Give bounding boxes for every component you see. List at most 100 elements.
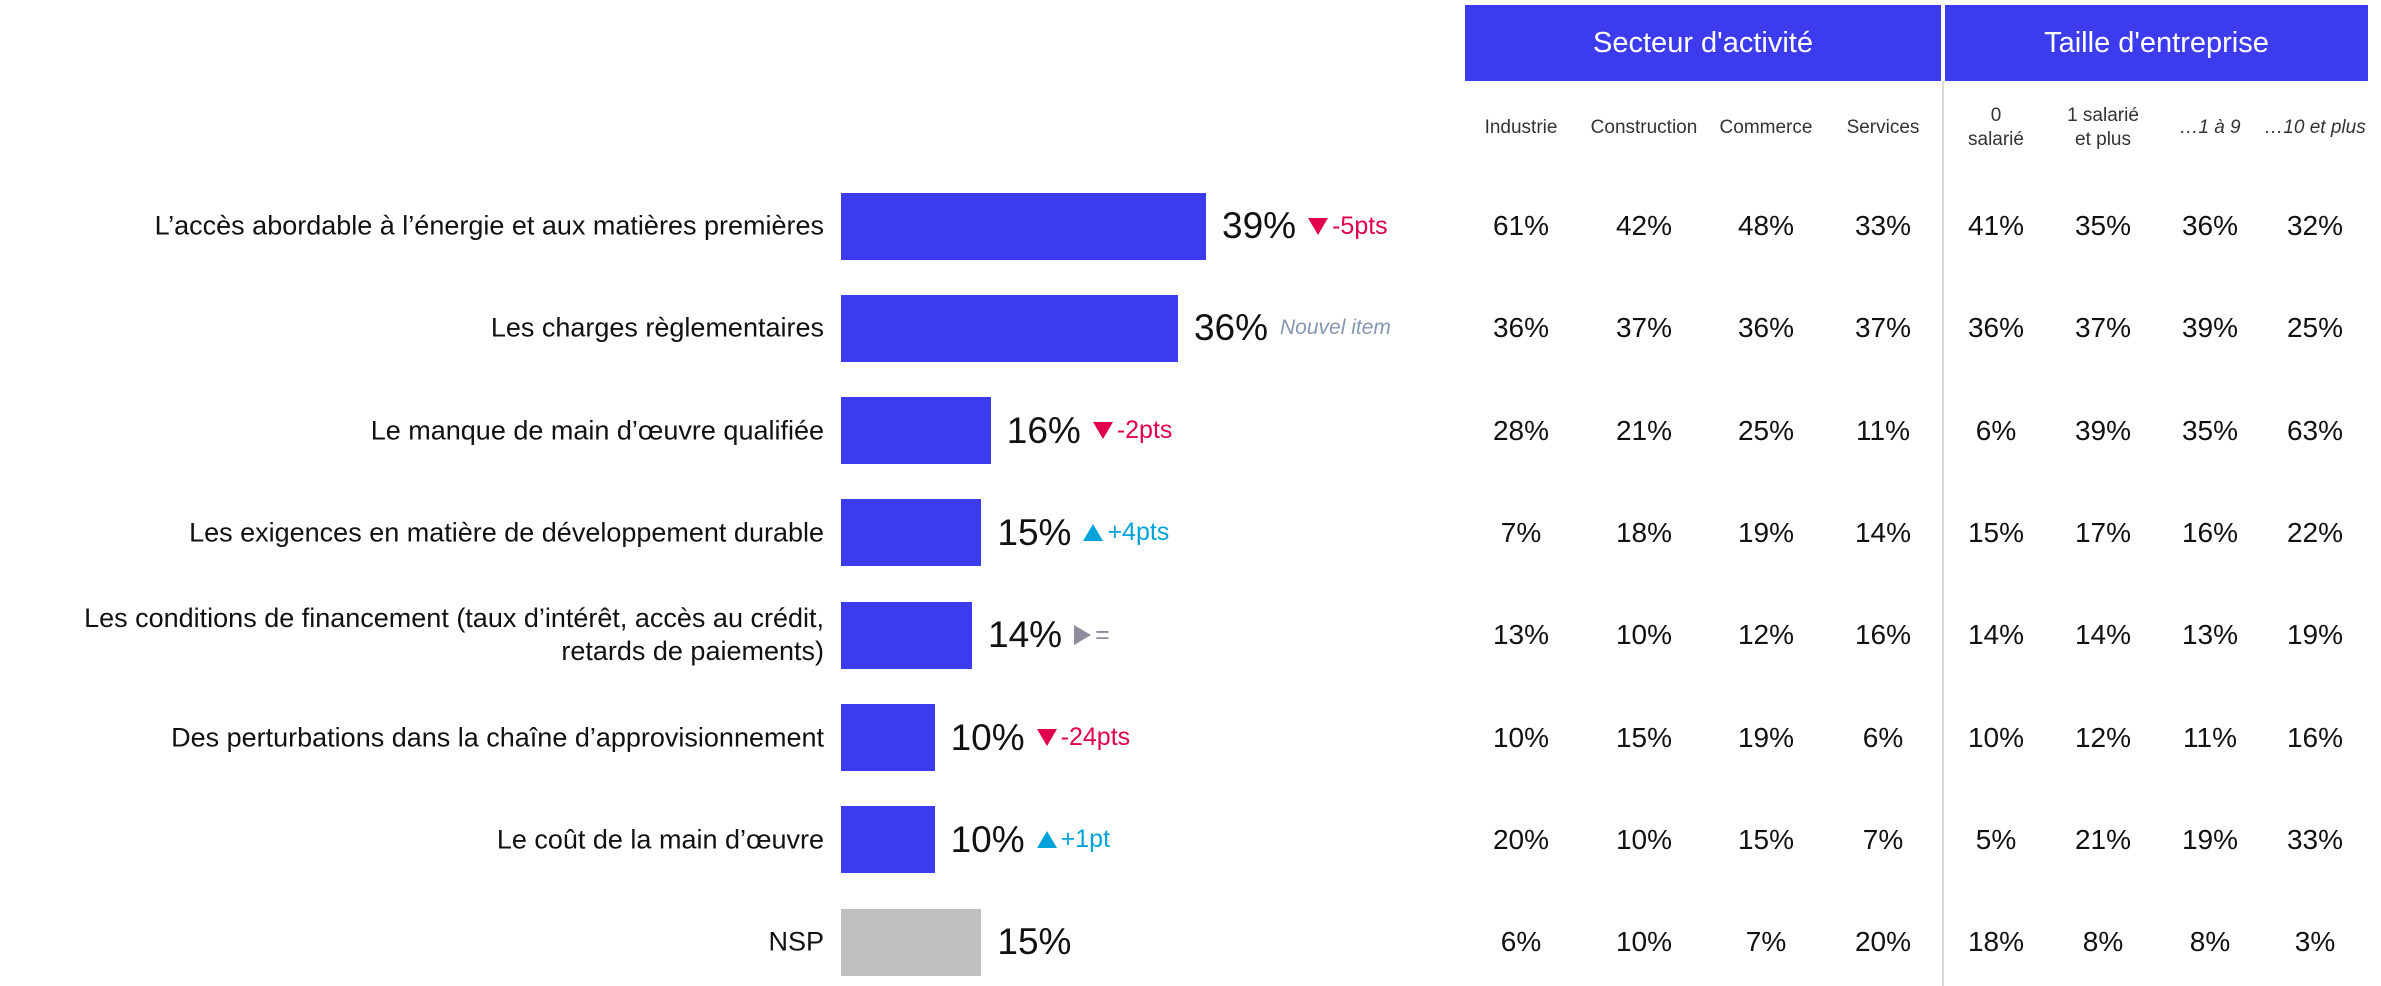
down-arrow: [1092, 422, 1113, 440]
table-cell: 8%: [2082, 926, 2124, 958]
table-cell: 6%: [1975, 414, 2017, 446]
table-cell: 25%: [2286, 312, 2344, 344]
table-cell: 19%: [1737, 721, 1795, 753]
category-label: Les conditions de financement (taux d’in…: [84, 603, 824, 667]
table-cell: 41%: [1967, 210, 2025, 241]
table-cell: 36%: [1967, 312, 2025, 344]
category-label: Des perturbations dans la chaîne d’appro…: [171, 722, 824, 753]
column-header: …10 et plus: [2264, 117, 2366, 139]
table-cell: 19%: [1737, 516, 1795, 548]
table-cell: 33%: [2286, 823, 2344, 855]
value-group: 39% -5pts: [1222, 205, 1388, 247]
value-group: 16% -2pts: [1007, 410, 1173, 452]
table-cell: 61%: [1492, 210, 1550, 241]
value-label: 15%: [997, 921, 1072, 963]
table-cell: 14%: [2074, 619, 2132, 651]
value-label: 16%: [1006, 409, 1081, 451]
change-label: Nouvel item: [1280, 316, 1391, 340]
category-label: Le coût de la main d’œuvre: [496, 824, 824, 855]
change-label: -5pts: [1332, 211, 1388, 240]
group-header: Taille d'entreprise: [1945, 5, 2368, 81]
column-header: …1 à 9: [2179, 117, 2241, 139]
table-cell: 6%: [1862, 721, 1904, 753]
category-label: Les exigences en matière de développemen…: [189, 517, 824, 548]
column-header: Services: [1846, 117, 1920, 139]
table-cell: 8%: [2189, 926, 2231, 958]
table-cell: 42%: [1615, 210, 1673, 241]
up-arrow: [1036, 831, 1057, 849]
table-cell: 13%: [2181, 619, 2239, 651]
value-label: 15%: [997, 511, 1072, 553]
table-cell: 35%: [2074, 210, 2132, 241]
table-cell: 20%: [1492, 823, 1550, 855]
table-cell: 21%: [2074, 823, 2132, 855]
table-cell: 16%: [2181, 516, 2239, 548]
change-label: +1pt: [1060, 825, 1111, 854]
table-cell: 36%: [2181, 210, 2239, 241]
bar: [841, 294, 1178, 362]
change: -24pts: [1036, 723, 1130, 752]
table-cell: 7%: [1500, 516, 1542, 548]
table-cell: 39%: [2074, 414, 2132, 446]
table-cell: 21%: [1615, 414, 1673, 446]
table-cell: 37%: [1615, 312, 1673, 344]
table-cell: 22%: [2286, 516, 2344, 548]
change: -2pts: [1092, 416, 1172, 445]
column-header: Construction: [1590, 117, 1698, 139]
table-cell: 16%: [1854, 619, 1912, 651]
bar: [841, 192, 1207, 260]
table-cell: 15%: [1967, 516, 2025, 548]
table-cell: 15%: [1615, 721, 1673, 753]
table-cell: 25%: [1737, 414, 1795, 446]
table-cell: 11%: [1856, 414, 1910, 446]
table-cell: 13%: [1492, 619, 1550, 651]
value-group: 36% Nouvel item: [1194, 307, 1391, 349]
bar: [841, 601, 973, 669]
table-cell: 19%: [2286, 619, 2344, 651]
up-arrow: [1083, 524, 1104, 542]
table-cell: 39%: [2181, 312, 2239, 344]
table-cell: 7%: [1745, 926, 1787, 958]
table-cell: 14%: [1967, 619, 2025, 651]
table-cell: 15%: [1737, 823, 1795, 855]
table-cell: 5%: [1975, 823, 2017, 855]
change: =: [1074, 621, 1110, 650]
value-group: 10% +1pt: [951, 819, 1110, 861]
table-cell: 28%: [1492, 414, 1550, 446]
bar: [841, 806, 935, 874]
value-label: 39%: [1222, 205, 1297, 246]
value-label: 10%: [950, 818, 1025, 860]
table-cell: 33%: [1854, 210, 1912, 241]
table-cell: 37%: [2074, 312, 2132, 344]
bar: [841, 704, 935, 771]
change: +4pts: [1083, 518, 1169, 547]
table-cell: 17%: [2074, 516, 2132, 548]
bar: [841, 397, 991, 465]
table-cell: 32%: [2286, 210, 2344, 241]
table-cell: 10%: [1967, 721, 2025, 753]
down-arrow: [1036, 729, 1057, 746]
table-cell: 35%: [2181, 414, 2239, 446]
change: Nouvel item: [1280, 316, 1391, 340]
group-header: Secteur d'activité: [1465, 5, 1941, 81]
table-cell: 10%: [1615, 619, 1673, 651]
table-cell: 10%: [1615, 823, 1673, 855]
table-cell: 16%: [2286, 721, 2344, 753]
value-label: 10%: [950, 716, 1025, 758]
table-cell: 7%: [1862, 823, 1904, 855]
bar: [841, 908, 982, 976]
down-arrow: [1308, 217, 1329, 235]
table-cell: 37%: [1854, 312, 1912, 344]
table-cell: 48%: [1737, 210, 1795, 241]
change: -5pts: [1308, 212, 1388, 241]
change: +1pt: [1036, 825, 1111, 854]
column-header: Industrie: [1484, 117, 1558, 139]
flat-arrow: [1074, 625, 1092, 646]
change-label: =: [1095, 620, 1110, 649]
separator: [1942, 81, 1944, 986]
value-label: 14%: [988, 614, 1063, 656]
value-group: 10% -24pts: [951, 717, 1131, 759]
value-group: 15%: [997, 921, 1071, 963]
table-cell: 12%: [1737, 619, 1795, 651]
